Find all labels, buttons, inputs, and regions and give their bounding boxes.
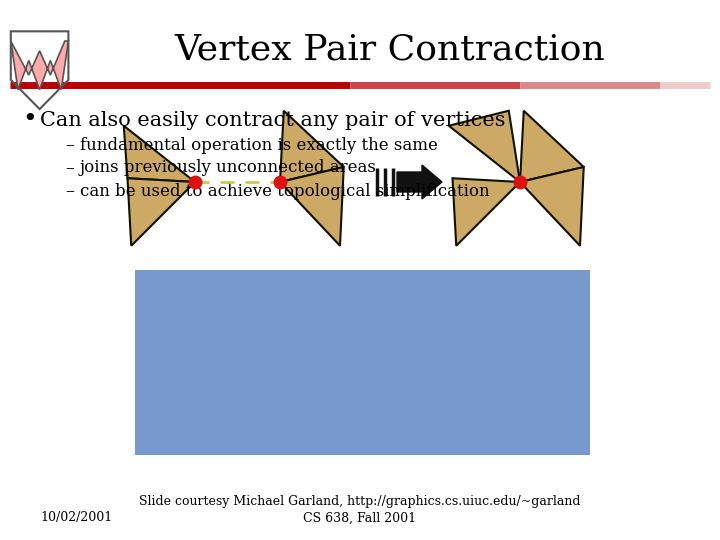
Text: Vertex Pair Contraction: Vertex Pair Contraction	[175, 33, 606, 67]
Text: joins previously unconnected areas: joins previously unconnected areas	[80, 159, 377, 177]
Polygon shape	[449, 111, 520, 182]
Text: Slide courtesy Michael Garland, http://graphics.cs.uiuc.edu/~garland: Slide courtesy Michael Garland, http://g…	[139, 496, 581, 509]
Text: can be used to achieve topological simplification: can be used to achieve topological simpl…	[80, 183, 490, 199]
FancyBboxPatch shape	[135, 270, 590, 455]
Text: fundamental operation is exactly the same: fundamental operation is exactly the sam…	[80, 137, 438, 153]
Text: Can also easily contract any pair of vertices: Can also easily contract any pair of ver…	[40, 111, 505, 130]
Text: –: –	[65, 136, 74, 154]
Polygon shape	[124, 126, 195, 182]
Polygon shape	[520, 167, 584, 246]
PathPatch shape	[11, 41, 68, 90]
Polygon shape	[127, 178, 195, 246]
FancyArrow shape	[397, 165, 442, 199]
Polygon shape	[520, 111, 584, 182]
Polygon shape	[280, 111, 343, 182]
Text: 10/02/2001: 10/02/2001	[40, 511, 112, 524]
Polygon shape	[280, 167, 343, 246]
Text: •: •	[22, 109, 37, 132]
Text: CS 638, Fall 2001: CS 638, Fall 2001	[303, 511, 417, 524]
Polygon shape	[452, 178, 520, 246]
Text: –: –	[65, 182, 74, 200]
Text: –: –	[65, 159, 74, 177]
